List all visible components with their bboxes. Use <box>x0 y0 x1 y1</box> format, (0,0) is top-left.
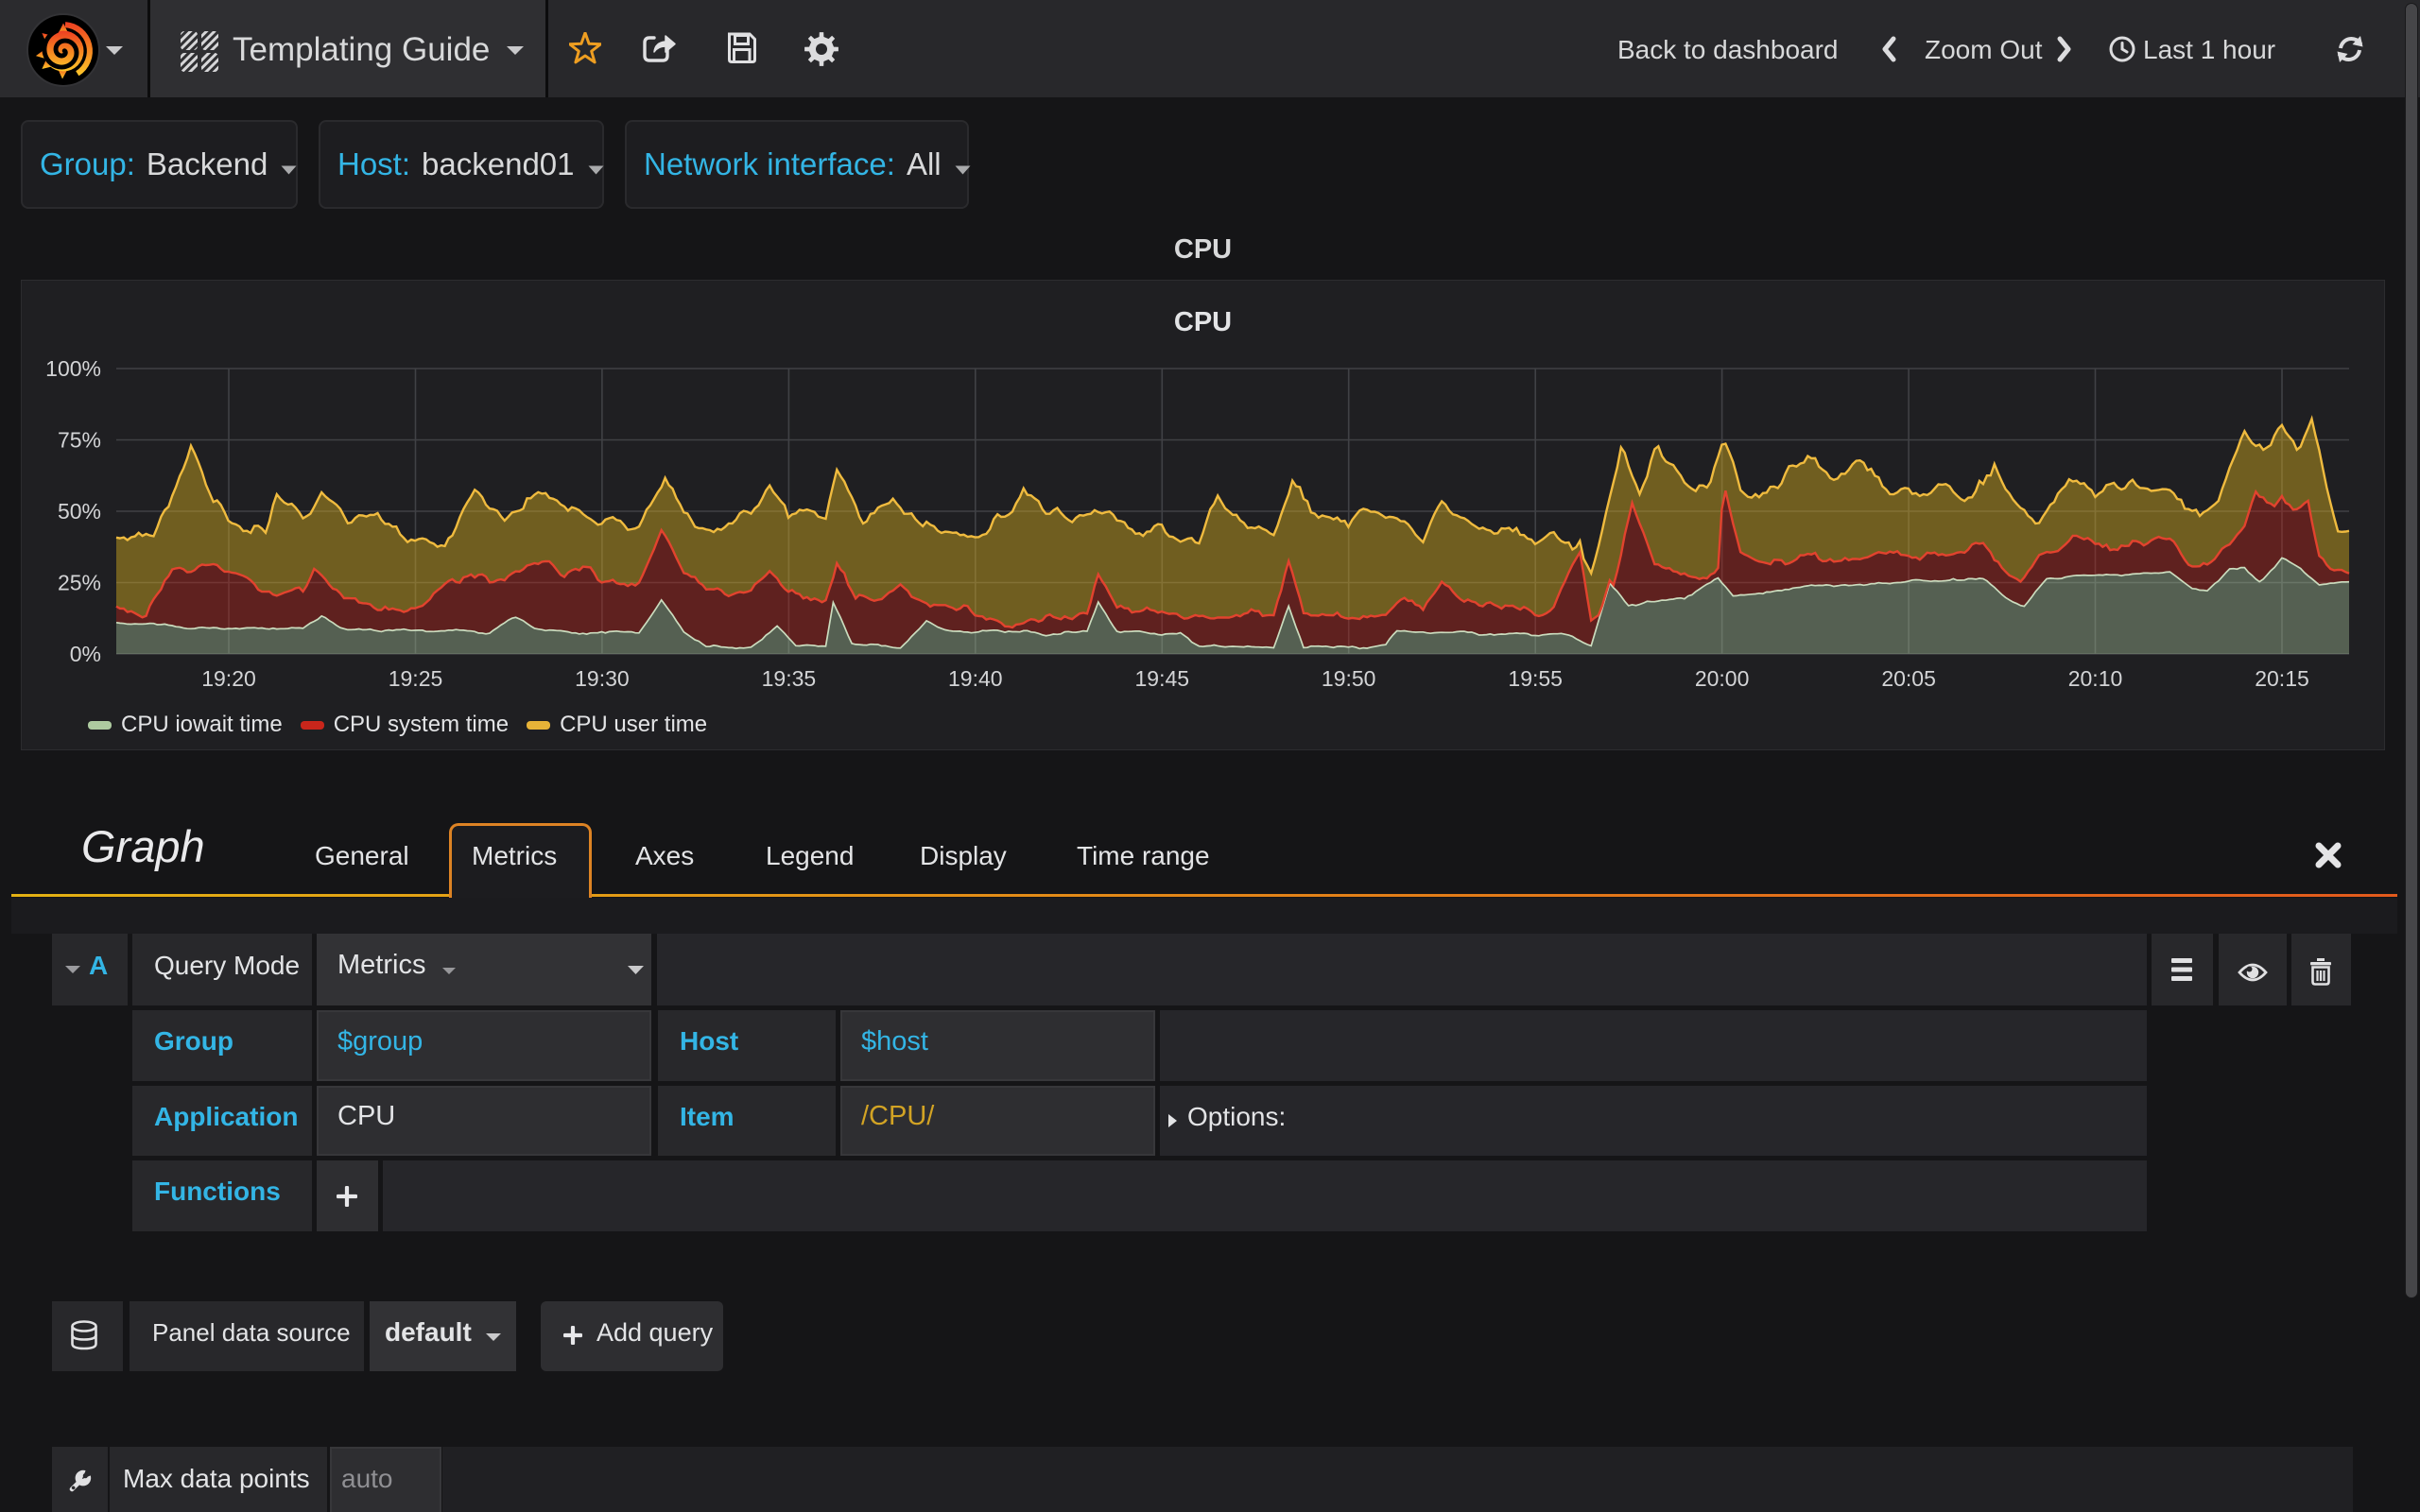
svg-text:19:45: 19:45 <box>1135 666 1190 691</box>
svg-text:75%: 75% <box>58 428 101 453</box>
svg-text:20:15: 20:15 <box>2255 666 2309 691</box>
svg-text:19:50: 19:50 <box>1322 666 1376 691</box>
svg-text:0%: 0% <box>70 642 101 666</box>
svg-text:19:35: 19:35 <box>762 666 817 691</box>
svg-text:19:40: 19:40 <box>948 666 1003 691</box>
svg-text:20:00: 20:00 <box>1695 666 1750 691</box>
svg-text:50%: 50% <box>58 499 101 524</box>
svg-text:100%: 100% <box>45 356 101 381</box>
svg-text:19:30: 19:30 <box>575 666 630 691</box>
svg-text:19:55: 19:55 <box>1508 666 1563 691</box>
svg-text:19:20: 19:20 <box>201 666 256 691</box>
svg-text:20:10: 20:10 <box>2068 666 2123 691</box>
svg-text:25%: 25% <box>58 571 101 595</box>
svg-text:19:25: 19:25 <box>389 666 443 691</box>
svg-text:20:05: 20:05 <box>1881 666 1936 691</box>
